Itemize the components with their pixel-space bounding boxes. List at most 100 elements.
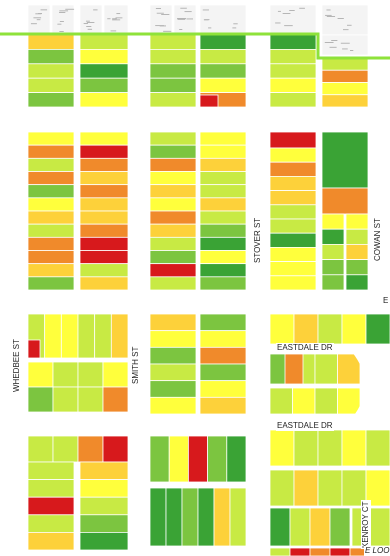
parcel[interactable] xyxy=(52,435,79,463)
parcel[interactable] xyxy=(27,197,75,212)
parcel[interactable] xyxy=(199,131,247,146)
parcel[interactable] xyxy=(199,396,247,415)
parcel[interactable] xyxy=(226,435,247,483)
parcel[interactable] xyxy=(149,144,197,159)
parcel[interactable] xyxy=(149,396,197,415)
parcel[interactable] xyxy=(341,429,367,467)
parcel[interactable] xyxy=(79,532,129,551)
parcel[interactable] xyxy=(149,313,197,332)
parcel[interactable] xyxy=(79,236,129,251)
parcel[interactable] xyxy=(269,131,317,149)
parcel[interactable] xyxy=(79,63,129,79)
parcel[interactable] xyxy=(149,263,197,278)
parcel[interactable] xyxy=(229,487,247,547)
parcel[interactable] xyxy=(213,487,231,547)
parcel[interactable] xyxy=(269,507,291,547)
parcel[interactable] xyxy=(321,82,369,96)
parcel[interactable] xyxy=(314,387,338,415)
parcel[interactable] xyxy=(292,387,316,415)
parcel[interactable] xyxy=(149,157,197,172)
parcel[interactable] xyxy=(149,197,197,212)
parcel[interactable] xyxy=(317,429,343,467)
parcel[interactable] xyxy=(329,547,351,556)
parcel[interactable] xyxy=(341,313,367,345)
parcel[interactable] xyxy=(27,496,75,516)
parcel[interactable] xyxy=(168,435,189,483)
parcel[interactable] xyxy=(79,514,129,533)
parcel[interactable] xyxy=(181,487,199,547)
parcel[interactable] xyxy=(79,49,129,65)
parcel[interactable] xyxy=(79,461,129,481)
unrated-parcel[interactable] xyxy=(79,4,103,36)
parcel[interactable] xyxy=(269,34,317,50)
parcel[interactable] xyxy=(197,487,215,547)
parcel[interactable] xyxy=(79,171,129,186)
parcel[interactable] xyxy=(149,223,197,238)
parcel[interactable] xyxy=(27,514,75,533)
parcel[interactable] xyxy=(289,547,311,556)
parcel[interactable] xyxy=(102,435,129,463)
parcel[interactable] xyxy=(149,363,197,382)
parcel[interactable] xyxy=(199,276,247,291)
parcel[interactable] xyxy=(94,313,112,359)
parcel[interactable] xyxy=(149,210,197,225)
parcel[interactable] xyxy=(79,144,129,159)
parcel[interactable] xyxy=(199,157,247,172)
parcel[interactable] xyxy=(269,313,295,345)
parcel[interactable] xyxy=(199,346,247,365)
parcel[interactable] xyxy=(199,94,219,108)
parcel[interactable] xyxy=(79,276,129,291)
parcel[interactable] xyxy=(269,469,295,507)
parcel[interactable] xyxy=(27,223,75,238)
parcel[interactable] xyxy=(27,184,75,199)
parcel[interactable] xyxy=(269,547,291,556)
parcel[interactable] xyxy=(321,243,345,260)
parcel[interactable] xyxy=(52,361,79,388)
unrated-parcel[interactable] xyxy=(269,4,317,36)
parcel[interactable] xyxy=(149,236,197,251)
parcel[interactable] xyxy=(149,184,197,199)
parcel[interactable] xyxy=(27,435,54,463)
parcel[interactable] xyxy=(269,275,317,291)
parcel[interactable] xyxy=(199,77,247,93)
parcel[interactable] xyxy=(27,339,41,359)
parcel[interactable] xyxy=(149,49,197,65)
parcel[interactable] xyxy=(79,223,129,238)
parcel[interactable] xyxy=(79,250,129,265)
parcel[interactable] xyxy=(199,144,247,159)
parcel[interactable] xyxy=(149,330,197,348)
parcel[interactable] xyxy=(79,184,129,199)
parcel[interactable] xyxy=(79,34,129,50)
parcel[interactable] xyxy=(269,232,317,248)
parcel[interactable] xyxy=(27,250,75,265)
parcel[interactable] xyxy=(27,532,75,551)
parcel[interactable] xyxy=(199,363,247,382)
parcel[interactable] xyxy=(199,49,247,65)
parcel[interactable] xyxy=(345,243,369,260)
parcel[interactable] xyxy=(199,184,247,199)
parcel[interactable] xyxy=(321,259,345,276)
parcel[interactable] xyxy=(27,386,54,413)
parcel[interactable] xyxy=(199,197,247,212)
parcel[interactable] xyxy=(317,313,343,345)
parcel[interactable] xyxy=(27,157,75,172)
parcel[interactable] xyxy=(102,386,129,413)
parcel[interactable] xyxy=(52,386,79,413)
parcel[interactable] xyxy=(27,77,75,93)
parcel[interactable] xyxy=(44,313,62,359)
parcel[interactable] xyxy=(293,469,319,507)
parcel[interactable] xyxy=(27,276,75,291)
parcel[interactable] xyxy=(321,69,369,83)
parcel[interactable] xyxy=(102,361,129,388)
parcel[interactable] xyxy=(207,435,228,483)
parcel[interactable] xyxy=(149,346,197,365)
parcel[interactable] xyxy=(345,228,369,245)
parcel[interactable] xyxy=(337,353,361,385)
unrated-parcel[interactable] xyxy=(321,4,369,36)
parcel[interactable] xyxy=(269,92,317,108)
parcel[interactable] xyxy=(149,92,197,108)
parcel[interactable] xyxy=(345,259,369,276)
parcel[interactable] xyxy=(269,429,295,467)
parcel[interactable] xyxy=(27,263,75,278)
